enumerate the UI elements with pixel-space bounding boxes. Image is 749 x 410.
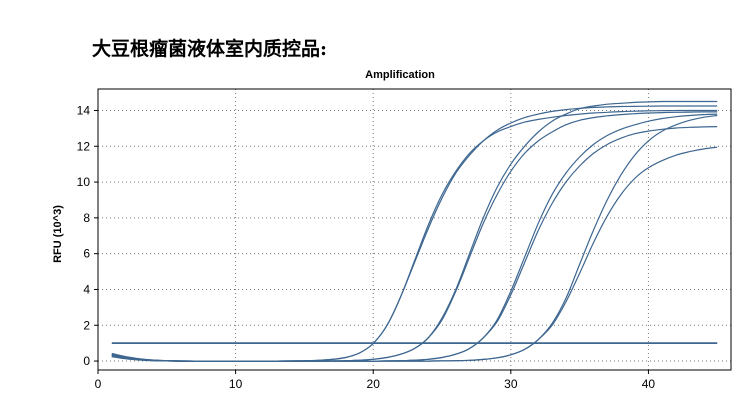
amplification-curve-5 — [111, 113, 718, 362]
chart-title: Amplification — [365, 69, 435, 81]
y-tick-label: 4 — [83, 282, 90, 296]
amplification-curve-2 — [111, 105, 718, 362]
y-tick-label: 8 — [83, 211, 90, 225]
y-tick-label: 12 — [77, 139, 91, 153]
x-tick-label: 30 — [504, 377, 518, 391]
y-axis: 0 2 4 6 8 10 12 14 — [77, 103, 98, 368]
y-tick-label: 2 — [83, 318, 90, 332]
x-tick-label: 20 — [367, 377, 381, 391]
plot-frame — [97, 88, 732, 371]
amplification-curve-4 — [111, 111, 718, 362]
y-tick-label: 6 — [83, 247, 90, 261]
x-axis: 0 10 20 30 40 — [95, 370, 656, 391]
x-tick-label: 0 — [95, 377, 102, 391]
amplification-curve-8 — [111, 146, 718, 362]
grid — [98, 89, 731, 370]
x-tick-label: 10 — [229, 377, 243, 391]
amplification-curve-7 — [111, 114, 718, 362]
amplification-curve-6 — [111, 126, 718, 362]
y-tick-label: 14 — [77, 103, 91, 117]
y-axis-label: RFU (10^3) — [52, 205, 64, 263]
y-tick-label: 10 — [77, 175, 91, 189]
page-title: 大豆根瘤菌液体室内质控品: — [92, 38, 328, 60]
series-group — [111, 100, 718, 362]
amplification-curve-1 — [111, 109, 718, 362]
x-tick-label: 40 — [642, 377, 656, 391]
y-tick-label: 0 — [83, 354, 90, 368]
amplification-curve-3 — [111, 100, 718, 362]
